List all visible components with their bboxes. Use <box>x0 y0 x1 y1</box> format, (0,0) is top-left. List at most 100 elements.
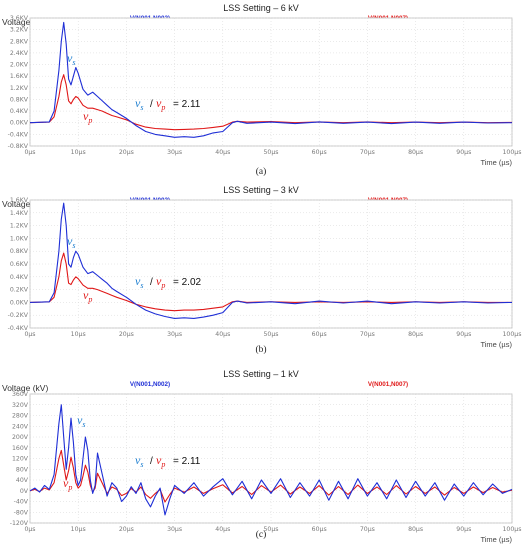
x-tick-label: 60µs <box>312 149 327 156</box>
y-tick-label: 240V <box>12 423 29 430</box>
chart-svg-c: LSS Setting – 1 kV Voltage (kV) V(N001,N00… <box>2 369 522 544</box>
x-tick-label: 40µs <box>215 526 230 533</box>
x-tick-label: 80µs <box>408 331 423 338</box>
series-line-vs <box>29 21 513 138</box>
ratio-vp: vp <box>156 453 165 469</box>
y-tick-label: 3.2KV <box>10 27 29 34</box>
series-line-vp <box>29 449 513 503</box>
ratio-value: = 2.02 <box>173 277 202 288</box>
x-tick-label: 50µs <box>263 331 278 338</box>
figure-caption: (c) <box>256 529 267 540</box>
label-vp: vp <box>63 476 72 492</box>
x-tick-label: 10µs <box>71 526 86 533</box>
ratio-value: = 2.11 <box>173 99 201 110</box>
x-tick-label: 20µs <box>119 331 134 338</box>
x-tick-label: 100µs <box>503 526 522 533</box>
x-tick-label: 0µs <box>24 149 35 156</box>
chart-title: LSS Setting – 1 kV <box>223 369 299 379</box>
y-tick-label: -0.4KV <box>8 131 29 138</box>
y-tick-label: 320V <box>12 402 29 409</box>
x-tick-label: 70µs <box>360 331 375 338</box>
y-tick-label: 0.8KV <box>10 248 29 255</box>
y-tick-label: 200V <box>12 434 29 441</box>
y-tick-label: -0.4KV <box>8 325 29 332</box>
y-tick-label: -120V <box>10 520 29 527</box>
y-tick-label: 120V <box>12 456 29 463</box>
figure-caption: (b) <box>255 344 266 355</box>
x-tick-label: 80µs <box>408 526 423 533</box>
ratio-slash: / <box>150 277 153 288</box>
y-tick-label: 0.0KV <box>10 299 29 306</box>
legend-left: V(N001,N002) <box>130 381 170 388</box>
ratio-slash: / <box>150 456 153 467</box>
chart-title: LSS Setting – 3 kV <box>223 185 299 195</box>
y-tick-label: 3.6KV <box>10 15 29 22</box>
x-tick-label: 0µs <box>24 526 35 533</box>
x-tick-label: 50µs <box>263 526 278 533</box>
figure-caption: (a) <box>256 166 267 176</box>
ratio-vp: vp <box>156 96 165 112</box>
x-tick-label: 30µs <box>167 331 182 338</box>
ratio-slash: / <box>150 99 153 110</box>
x-tick-label: 40µs <box>215 149 230 156</box>
x-tick-label: 80µs <box>408 149 423 156</box>
y-tick-label: 0V <box>20 488 29 495</box>
series-line-vs <box>29 202 513 319</box>
x-tick-label: 100µs <box>503 149 522 156</box>
y-axis-label: Voltage (kV) <box>2 17 48 27</box>
x-tick-label: 50µs <box>263 149 278 156</box>
y-axis-label: Voltage (kV) <box>2 199 48 209</box>
x-tick-label: 90µs <box>456 526 471 533</box>
y-axis-label: Voltage (kV) <box>2 383 48 393</box>
y-tick-label: 1.6KV <box>10 73 29 80</box>
y-tick-label: 1.2KV <box>10 85 29 92</box>
x-axis-label: Time (µs) <box>480 340 512 349</box>
x-tick-label: 90µs <box>456 149 471 156</box>
y-tick-label: 360V <box>12 391 29 398</box>
y-tick-label: 2.0KV <box>10 62 29 69</box>
y-tick-label: -80V <box>14 509 29 516</box>
x-tick-label: 60µs <box>312 331 327 338</box>
x-tick-label: 30µs <box>167 526 182 533</box>
label-vs: vs <box>67 234 75 250</box>
y-tick-label: 0.6KV <box>10 261 29 268</box>
x-tick-label: 20µs <box>119 526 134 533</box>
x-tick-label: 20µs <box>119 149 134 156</box>
x-tick-label: 70µs <box>360 526 375 533</box>
x-tick-label: 10µs <box>71 149 86 156</box>
y-tick-label: 40V <box>16 477 29 484</box>
label-vs: vs <box>77 413 85 429</box>
y-tick-label: 0.2KV <box>10 287 29 294</box>
y-tick-label: -0.8KV <box>8 143 29 150</box>
x-axis-label: Time (µs) <box>480 535 512 544</box>
x-tick-label: 40µs <box>215 331 230 338</box>
y-tick-label: 0.4KV <box>10 108 29 115</box>
legend-right: V(N001,N007) <box>368 381 408 388</box>
x-tick-label: 30µs <box>167 149 182 156</box>
ratio-vs: vs <box>135 453 143 469</box>
x-axis-label: Time (µs) <box>480 158 512 167</box>
y-tick-label: 1.4KV <box>10 210 29 217</box>
ratio-vs: vs <box>135 96 143 112</box>
y-tick-label: 280V <box>12 413 29 420</box>
y-tick-label: 2.4KV <box>10 50 29 57</box>
x-tick-label: 0µs <box>24 331 35 338</box>
y-tick-label: 0.8KV <box>10 96 29 103</box>
y-tick-label: 80V <box>16 466 29 473</box>
ratio-vp: vp <box>156 274 165 290</box>
y-tick-label: 1.0KV <box>10 235 29 242</box>
chart-panel-c: LSS Setting – 1 kV Voltage (kV) V(N001,N00… <box>0 366 523 544</box>
y-tick-label: 0.4KV <box>10 274 29 281</box>
x-tick-label: 70µs <box>360 149 375 156</box>
label-vp: vp <box>83 288 92 304</box>
x-tick-label: 90µs <box>456 331 471 338</box>
label-vs: vs <box>67 51 75 67</box>
y-tick-label: -40V <box>14 499 29 506</box>
series-line-vs <box>29 404 513 516</box>
chart-title: LSS Setting – 6 kV <box>223 3 299 13</box>
ratio-vs: vs <box>135 274 143 290</box>
